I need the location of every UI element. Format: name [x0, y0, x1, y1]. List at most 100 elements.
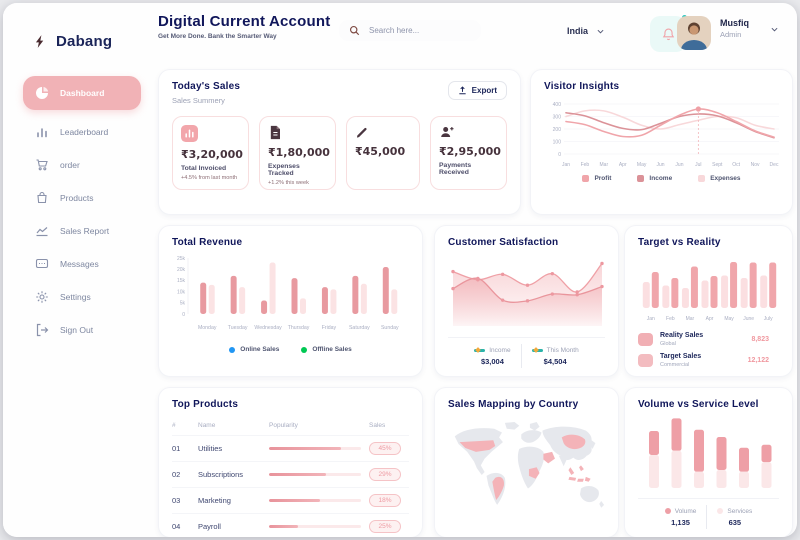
stat-label: Total Invoiced	[181, 165, 227, 172]
map-brazil	[492, 476, 505, 501]
stat-value: ₹2,95,000	[439, 145, 501, 158]
export-icon	[458, 86, 467, 95]
avatar[interactable]	[677, 16, 711, 50]
legend-marker-icon	[531, 348, 543, 352]
target-vs-reality-legend: Reality Sales Global 8,823 Target Sales Co…	[638, 332, 779, 368]
legend-item-offline-sales: Offline Sales	[301, 346, 352, 353]
stat-note: +4.5% from last month	[181, 175, 238, 181]
svg-text:June: June	[743, 316, 754, 322]
customer-satisfaction-title: Customer Satisfaction	[448, 237, 559, 248]
svg-text:Monday: Monday	[198, 325, 217, 331]
sidebar-item-settings[interactable]: Settings	[23, 280, 141, 313]
table-header: # Name Popularity Sales	[172, 416, 409, 436]
product-num: 04	[172, 522, 181, 531]
popularity-bar	[269, 473, 361, 476]
target-vs-reality-card: Target vs Reality Jan Feb Mar Apr May June Jul…	[624, 225, 793, 377]
svg-text:400: 400	[553, 102, 562, 108]
svg-text:300: 300	[553, 114, 562, 120]
svg-text:Dec: Dec	[770, 162, 779, 168]
line-chart-icon	[35, 224, 49, 238]
todays-sales-subtitle: Sales Summery	[172, 96, 225, 105]
svg-text:Feb: Feb	[581, 162, 590, 168]
sidebar-nav: Dashboard Leaderboard order Products Sales R…	[3, 76, 153, 346]
sidebar-item-sales-report[interactable]: Sales Report	[23, 214, 141, 247]
map-china	[561, 434, 586, 450]
sidebar-item-sign-out[interactable]: Sign Out	[23, 313, 141, 346]
user-plus-icon	[439, 125, 498, 139]
sales-map-card: Sales Mapping by Country	[434, 387, 619, 537]
customer-satisfaction-legend: Income $3,004 This Month $4,504	[448, 337, 605, 368]
svg-text:Jun: Jun	[657, 162, 665, 168]
stat-value: ₹45,000	[355, 145, 406, 158]
brand-logo-icon	[35, 35, 46, 48]
popularity-bar	[269, 499, 361, 502]
main-content: Today's Sales Sales Summery Export ₹3,20…	[153, 65, 797, 537]
brand: Dabang	[3, 3, 153, 50]
todays-sales-card: Today's Sales Sales Summery Export ₹3,20…	[158, 69, 521, 215]
svg-text:10k: 10k	[177, 289, 186, 295]
legend-item-online-sales: Online Sales	[229, 346, 279, 353]
svg-text:Jan: Jan	[562, 162, 570, 168]
search-bar[interactable]	[339, 20, 481, 41]
app-window: Dabang Dashboard Leaderboard order Products…	[3, 3, 797, 537]
table-row[interactable]: 03 Marketing 18%	[172, 488, 409, 514]
user-role: Admin	[720, 30, 742, 39]
target-vs-reality-title: Target vs Reality	[638, 237, 721, 248]
sidebar-item-dashboard[interactable]: Dashboard	[23, 76, 141, 110]
svg-text:200: 200	[553, 127, 562, 133]
file-icon	[268, 125, 327, 140]
sidebar-item-messages[interactable]: Messages	[23, 247, 141, 280]
svg-text:0: 0	[558, 152, 561, 158]
svg-text:Wednesday: Wednesday	[254, 325, 282, 331]
svg-text:20k: 20k	[177, 267, 186, 273]
map-indonesia-2	[577, 478, 584, 482]
stat-card-1: ₹3,20,000 Total Invoiced +4.5% from last…	[172, 116, 249, 190]
customer-satisfaction-card: Customer Satisfaction Income $3,004 This M…	[434, 225, 619, 377]
stat-card-3: ₹45,000	[346, 116, 420, 190]
stat-card-2: ₹1,80,000 Expenses Tracked +1.2% this we…	[259, 116, 336, 190]
total-revenue-title: Total Revenue	[172, 237, 243, 248]
product-name: Marketing	[198, 496, 231, 505]
brand-name: Dabang	[56, 33, 113, 50]
table-row[interactable]: 04 Payroll 25%	[172, 514, 409, 537]
svg-text:0: 0	[182, 312, 185, 318]
todays-sales-title: Today's Sales	[172, 81, 241, 92]
svg-text:Apr: Apr	[619, 162, 627, 168]
total-revenue-chart: 0 5k 10k 15k 20k 25k Monday Tuesday Wednesday Thu…	[177, 256, 399, 331]
legend-item-income: Income	[637, 175, 672, 182]
legend-item-target-sales: Target Sales Commercial 12,122	[638, 353, 779, 368]
legend-item-services: Services 635	[717, 508, 752, 527]
export-button[interactable]: Export	[447, 81, 507, 100]
sidebar-item-products[interactable]: Products	[23, 181, 141, 214]
sidebar-item-leaderboard[interactable]: Leaderboard	[23, 115, 141, 148]
page-title-block: Digital Current Account Get More Done. B…	[158, 13, 330, 40]
table-row[interactable]: 01 Utilities 45%	[172, 436, 409, 462]
product-num: 03	[172, 496, 181, 505]
svg-text:Tuesday: Tuesday	[228, 325, 248, 331]
user-menu[interactable]: Musfiq Admin	[720, 18, 749, 39]
message-icon	[35, 257, 49, 271]
country-selector[interactable]: India	[567, 26, 604, 36]
volume-vs-service-card: Volume vs Service Level Volume 1,135 Servi…	[624, 387, 793, 537]
user-chevron-down-icon[interactable]	[771, 27, 778, 32]
map-malaysia	[568, 467, 575, 475]
map-saudi-arabia	[543, 451, 555, 464]
top-products-table: # Name Popularity Sales 01 Utilities 45% 02 S…	[172, 416, 409, 537]
map-indonesia	[568, 476, 577, 481]
svg-text:May: May	[637, 162, 647, 168]
svg-text:Jan: Jan	[647, 316, 655, 322]
volume-vs-service-legend: Volume 1,135 Services 635	[638, 498, 779, 529]
table-row[interactable]: 02 Subscriptions 29%	[172, 462, 409, 488]
cart-icon	[35, 158, 49, 172]
page-subtitle: Get More Done. Bank the Smarter Way	[158, 33, 277, 40]
svg-text:100: 100	[553, 139, 562, 145]
stat-cards: ₹3,20,000 Total Invoiced +4.5% from last…	[172, 116, 507, 190]
product-name: Utilities	[198, 444, 223, 453]
map-indonesia-3	[584, 476, 591, 482]
sidebar-item-order[interactable]: order	[23, 148, 141, 181]
top-products-card: Top Products # Name Popularity Sales 01 Util…	[158, 387, 423, 537]
search-icon	[349, 25, 360, 36]
svg-text:Saturday: Saturday	[349, 325, 370, 331]
map-united-states	[459, 440, 496, 452]
search-input[interactable]	[367, 25, 471, 36]
